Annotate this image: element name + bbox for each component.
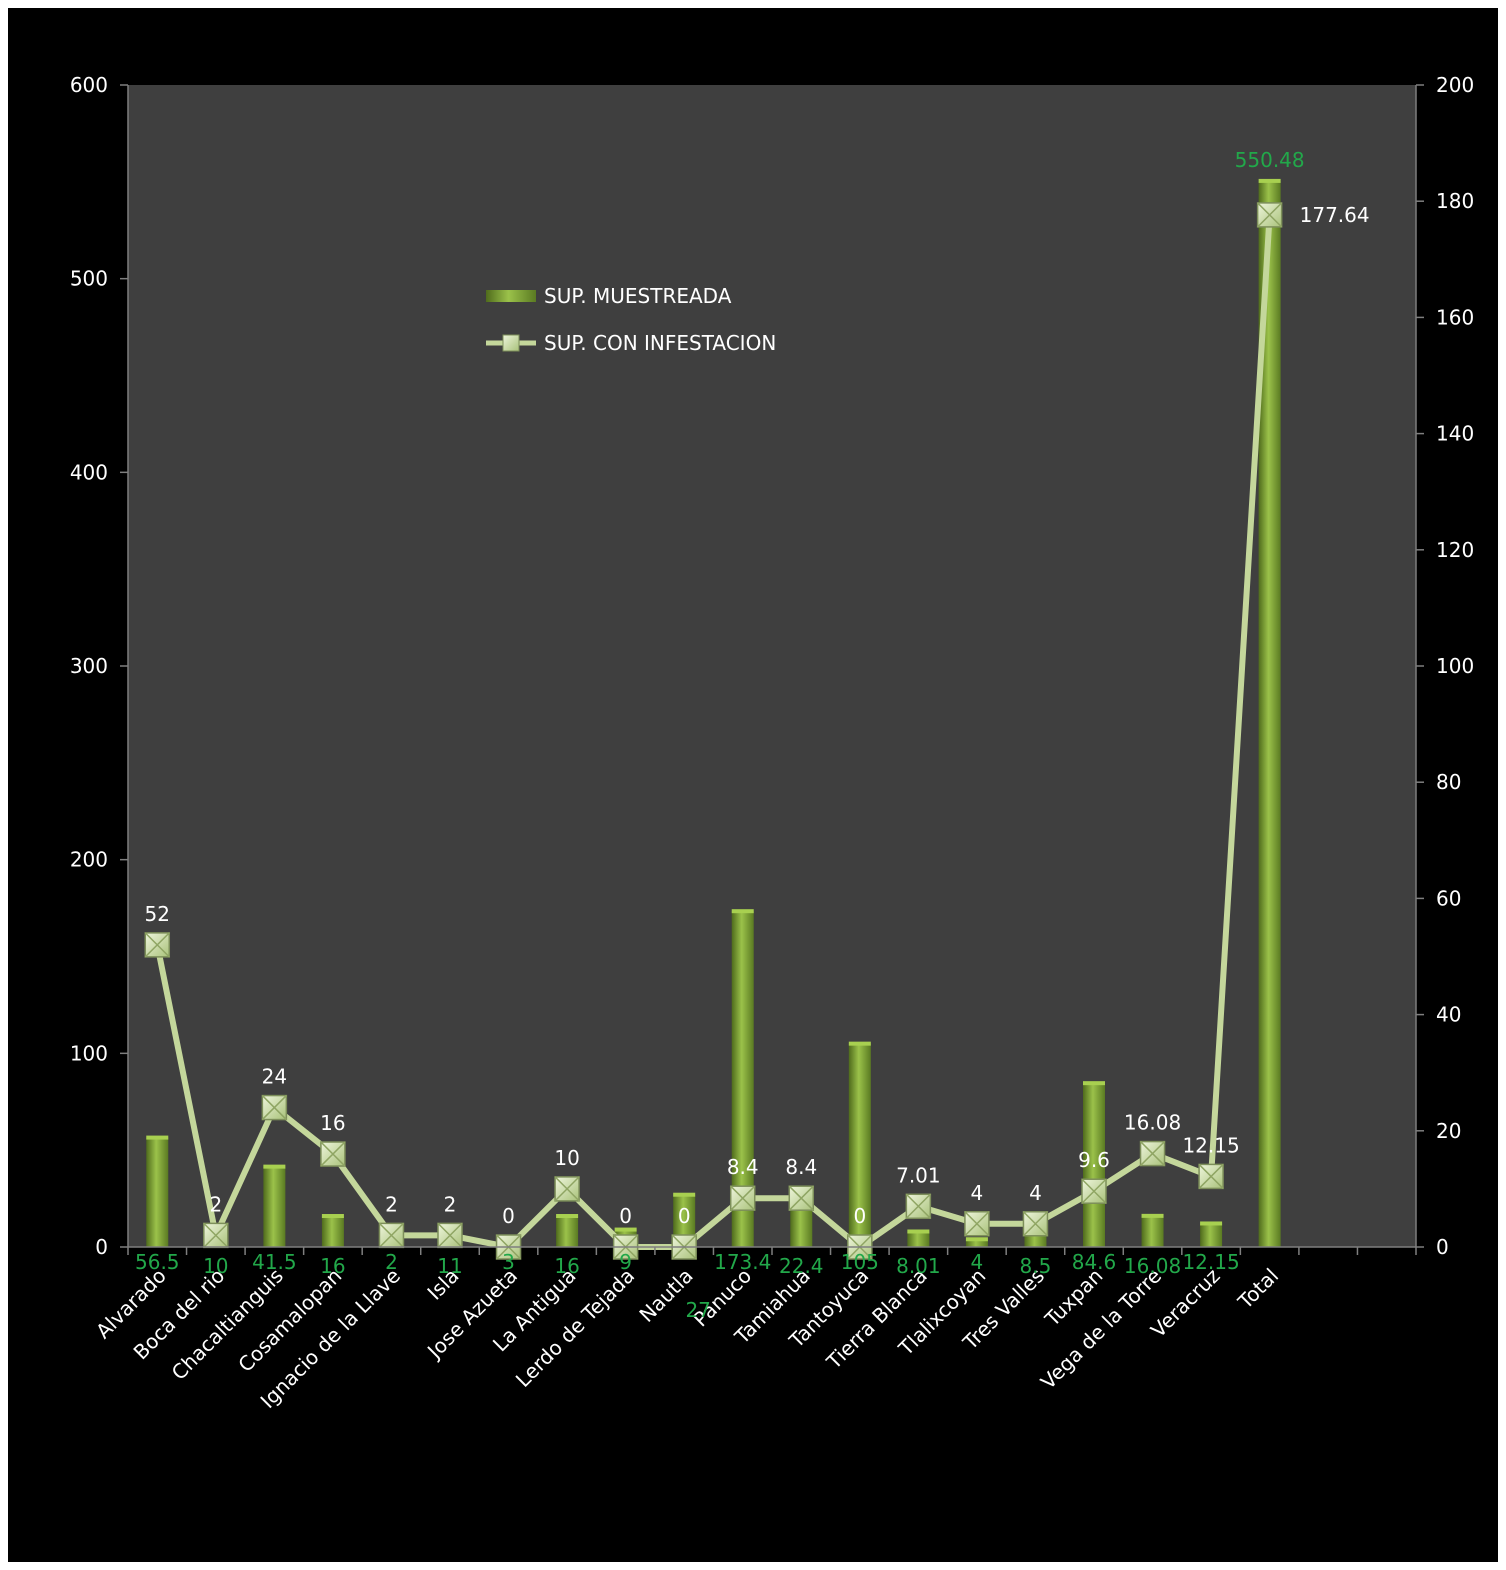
bar-data-label: 8.01 [896,1254,941,1278]
line-data-label: 12.15 [1182,1133,1239,1157]
y-right-tick-label: 20 [1436,1119,1461,1143]
bar-data-label: 11 [437,1254,462,1278]
bar-cap [1142,1214,1164,1218]
line-data-label: 2 [385,1192,398,1216]
y-right-tick-label: 180 [1436,189,1474,213]
y-right-tick-label: 160 [1436,305,1474,329]
line-data-label: 9.6 [1078,1148,1110,1172]
bar [556,1216,578,1247]
y-right-tick-label: 200 [1436,73,1474,97]
bar-data-label: 16 [320,1254,345,1278]
bar-data-label: 56.5 [135,1250,180,1274]
legend-label-muestreada: SUP. MUESTREADA [544,284,732,308]
bar-data-label: 22.4 [779,1254,824,1278]
bar-cap [146,1136,168,1140]
chart-frame: 0 100 200 300 400 500 600 0 20 40 60 80 100 120 140 160… [8,8,1498,1562]
bar [1200,1223,1222,1247]
line-data-label: 0 [678,1204,691,1228]
legend-bar-swatch [486,290,536,302]
line-data-label: 8.4 [727,1155,759,1179]
y-left-tick-label: 200 [70,848,108,872]
x-category-label: Cosamalopan [233,1264,346,1377]
x-category-label: Tierra Blanca [821,1264,932,1375]
bar-cap [322,1214,344,1218]
y-left-tick-label: 0 [95,1235,108,1259]
y-right-tick-label: 0 [1436,1235,1449,1259]
line-data-label: 4 [1029,1181,1042,1205]
bar-cap [1259,179,1281,183]
bar-cap [907,1229,929,1233]
line-data-label: 10 [554,1146,579,1170]
bar-cap [732,909,754,913]
line-data-label: 0 [853,1204,866,1228]
y-left-tick-label: 600 [70,73,108,97]
legend-marker-swatch [503,335,519,351]
y-left-tick-label: 300 [70,654,108,678]
plot-area [128,85,1416,1247]
bar [322,1216,344,1247]
line-data-label: 16.08 [1124,1111,1181,1135]
bar-data-label: 9 [619,1250,632,1274]
y-right-tick-label: 100 [1436,654,1474,678]
bar-cap [673,1193,695,1197]
bar-data-label: 550.48 [1235,148,1305,172]
line-data-label: 0 [502,1204,515,1228]
bar-cap [263,1165,285,1169]
bar-data-label: 4 [971,1250,984,1274]
combo-chart: 0100200300400500600020406080100120140160… [8,8,1498,1562]
bar-data-label: 173.4 [714,1250,771,1274]
x-category-label: Total [1232,1264,1283,1315]
line-data-label: 177.64 [1300,203,1370,227]
bar-cap [849,1042,871,1046]
bar-data-label: 27 [685,1298,710,1322]
bar-data-label: 16 [554,1254,579,1278]
y-left-tick-label: 100 [70,1041,108,1065]
bar-cap [556,1214,578,1218]
y-left-tick-label: 400 [70,460,108,484]
bar-data-label: 3 [502,1250,515,1274]
bar-data-label: 12.15 [1182,1250,1239,1274]
y-right-tick-label: 40 [1436,1003,1461,1027]
line-data-label: 0 [619,1204,632,1228]
line-data-label: 7.01 [896,1163,941,1187]
bar-data-label: 2 [385,1250,398,1274]
bar [263,1167,285,1247]
bar-cap [1200,1221,1222,1225]
bar [1142,1216,1164,1247]
bar-data-label: 16.08 [1124,1254,1181,1278]
legend-label-infestacion: SUP. CON INFESTACION [544,331,776,355]
line-data-label: 2 [209,1192,222,1216]
bar-cap [1083,1081,1105,1085]
bar-cap [615,1228,637,1232]
bar-cap [966,1237,988,1241]
bar-data-label: 41.5 [252,1250,297,1274]
bar [146,1138,168,1247]
line-data-label: 16 [320,1111,345,1135]
line-data-label: 24 [262,1065,287,1089]
bar-data-label: 8.5 [1020,1254,1052,1278]
y-left-tick-label: 500 [70,267,108,291]
y-right-tick-label: 80 [1436,770,1461,794]
bar [907,1231,929,1247]
bar-data-label: 84.6 [1072,1250,1117,1274]
line-data-label: 8.4 [785,1155,817,1179]
line-data-label: 4 [971,1181,984,1205]
line-data-label: 52 [145,902,170,926]
line-data-label: 2 [444,1192,457,1216]
bar-data-label: 105 [841,1250,879,1274]
bar-data-label: 10 [203,1254,228,1278]
y-right-tick-label: 120 [1436,538,1474,562]
y-right-tick-label: 60 [1436,886,1461,910]
y-right-tick-label: 140 [1436,422,1474,446]
